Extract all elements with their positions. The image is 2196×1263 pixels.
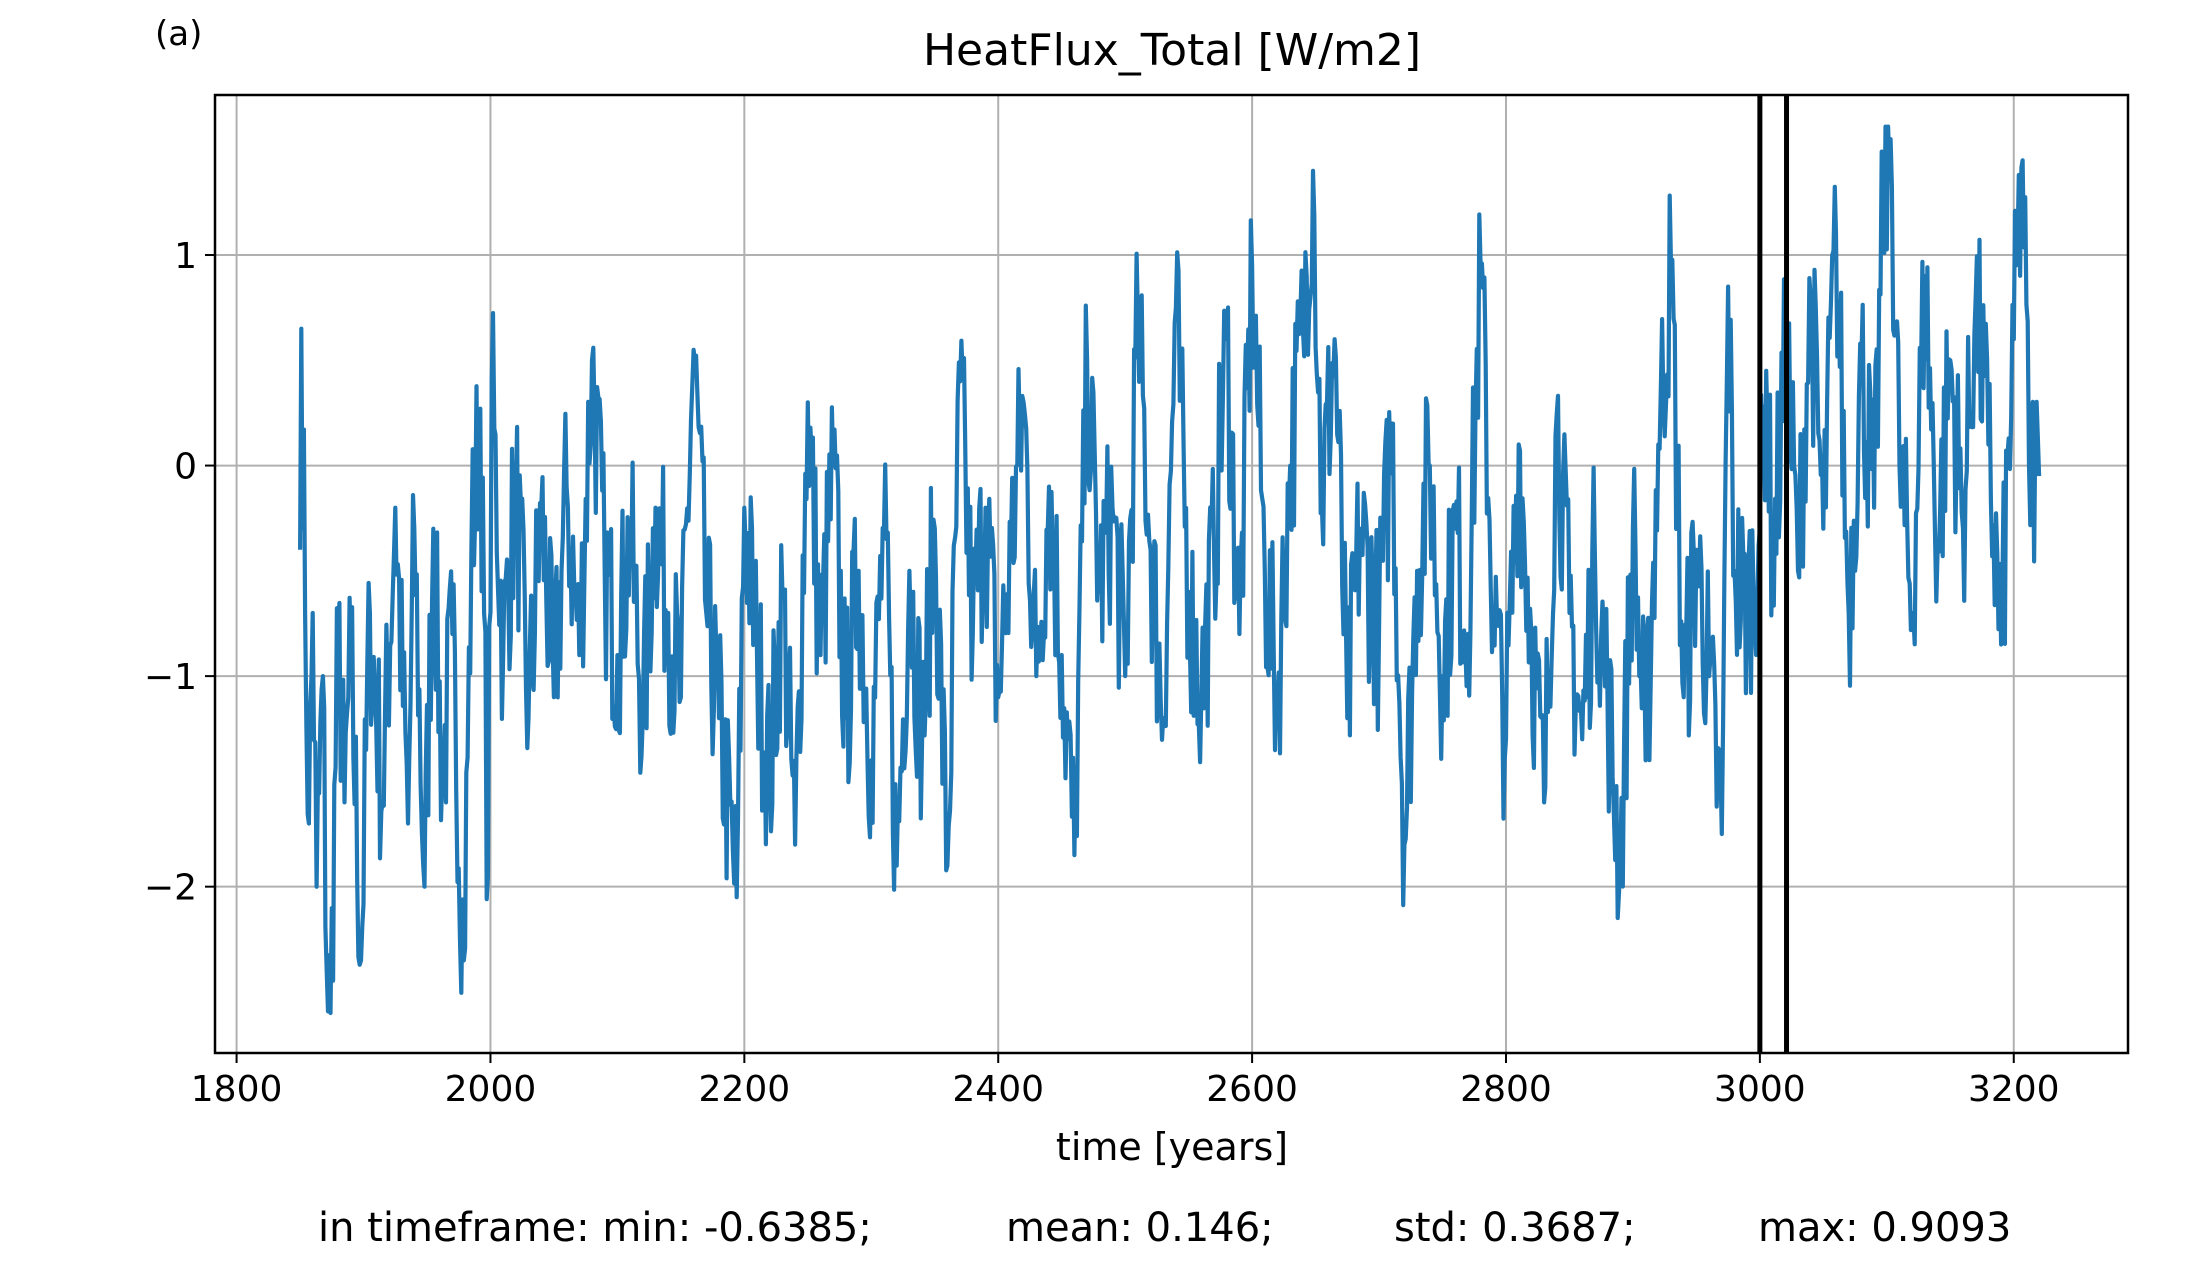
y-tick-label: 0 — [174, 447, 197, 488]
x-tick-label: 2200 — [699, 1069, 791, 1110]
x-tick-label: 1800 — [191, 1069, 283, 1110]
x-tick-label: 3200 — [1968, 1069, 2060, 1110]
chart-title: HeatFlux_Total [W/m2] — [923, 25, 1421, 76]
axes-frame — [213, 93, 2130, 1055]
panel-label: (a) — [155, 14, 203, 54]
x-tick-label: 2000 — [445, 1069, 537, 1110]
y-axis-ticks: −2 −1 0 1 — [144, 236, 215, 909]
stats-std: std: 0.3687; — [1394, 1205, 1636, 1251]
stats-max: max: 0.9093 — [1758, 1205, 2012, 1251]
stats-min: in timeframe: min: -0.6385; — [318, 1205, 872, 1251]
y-tick-label: −2 — [144, 868, 197, 909]
stats-mean: mean: 0.146; — [1006, 1205, 1274, 1251]
x-tick-label: 3000 — [1714, 1069, 1806, 1110]
x-axis-label: time [years] — [1056, 1125, 1288, 1169]
grid — [215, 95, 2128, 1053]
vertical-markers — [1757, 95, 1790, 1053]
x-axis-ticks: 1800 2000 2200 2400 2600 2800 3000 3200 — [191, 1053, 2060, 1110]
x-tick-label: 2800 — [1460, 1069, 1552, 1110]
y-tick-label: −1 — [144, 657, 197, 698]
series-line — [298, 124, 2042, 1016]
x-tick-label: 2600 — [1206, 1069, 1298, 1110]
x-tick-label: 2400 — [952, 1069, 1044, 1110]
y-tick-label: 1 — [174, 236, 197, 277]
plot-area — [298, 124, 2042, 1016]
